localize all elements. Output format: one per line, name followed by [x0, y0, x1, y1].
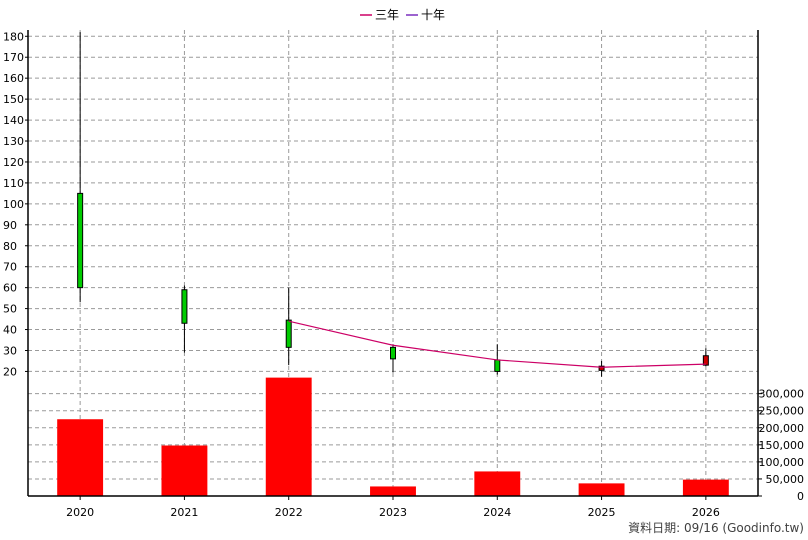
price-tick-label: 160 [3, 72, 24, 85]
price-tick-label: 70 [3, 261, 17, 274]
volume-tick-label: 250,000 [759, 405, 805, 418]
price-tick-label: 180 [3, 30, 24, 43]
price-tick-label: 60 [3, 282, 17, 295]
price-tick-label: 100 [3, 198, 24, 211]
volume-tick-label: 300,000 [759, 388, 805, 401]
candle-body-2026 [702, 355, 709, 366]
price-tick-label: 110 [3, 177, 24, 190]
x-tick-label: 2021 [170, 506, 198, 519]
x-tick-label: 2023 [379, 506, 407, 519]
price-tick-label: 30 [3, 344, 17, 357]
grid-lines [28, 30, 758, 496]
volume-bar-2020 [57, 419, 104, 496]
series-line [288, 320, 706, 368]
volume-bar-2026 [682, 479, 729, 496]
footer-credit: 資料日期: 09/16 (Goodinfo.tw) [628, 521, 804, 535]
candle-body-2023 [390, 346, 396, 360]
legend-label-2: 十年 [421, 8, 445, 22]
price-tick-label: 130 [3, 135, 24, 148]
price-tick-label: 150 [3, 93, 24, 106]
price-tick-label: 120 [3, 156, 24, 169]
x-tick-label: 2025 [588, 506, 616, 519]
candle-body-2025 [598, 365, 605, 371]
legend-label-1: 三年 [375, 8, 399, 22]
x-tick-label: 2024 [483, 506, 511, 519]
price-tick-label: 90 [3, 219, 17, 232]
price-tick-label: 20 [3, 365, 17, 378]
candle-body-2021 [181, 289, 188, 324]
volume-tick-label: 0 [797, 490, 804, 503]
line-series [288, 320, 706, 368]
volume-tick-label: 200,000 [759, 422, 805, 435]
price-tick-label: 40 [3, 324, 17, 337]
volume-bar-2022 [265, 377, 312, 496]
volume-tick-label: 150,000 [759, 439, 805, 452]
x-tick-label: 2020 [66, 506, 94, 519]
price-tick-label: 50 [3, 303, 17, 316]
price-tick-label: 170 [3, 51, 24, 64]
price-tick-label: 140 [3, 114, 24, 127]
volume-bar-2024 [474, 471, 521, 496]
tick-labels: 20 30 40 50 60 70 80 90 100 110 120 130 140 150 160 170… [3, 30, 804, 519]
volume-bar-2021 [161, 445, 208, 496]
volume-tick-label: 50,000 [766, 473, 805, 486]
candle-body-2020 [77, 192, 84, 289]
volume-bar-2025 [578, 483, 625, 496]
x-tick-label: 2022 [275, 506, 303, 519]
candlesticks [77, 32, 709, 377]
volume-bars [57, 377, 729, 496]
x-tick-label: 2026 [692, 506, 720, 519]
volume-bar-2023 [370, 486, 416, 496]
candle-body-2024 [494, 359, 501, 372]
volume-tick-label: 100,000 [759, 456, 805, 469]
price-tick-label: 80 [3, 240, 17, 253]
candle-body-2022 [285, 319, 292, 348]
legend: 三年 十年 [360, 8, 445, 22]
